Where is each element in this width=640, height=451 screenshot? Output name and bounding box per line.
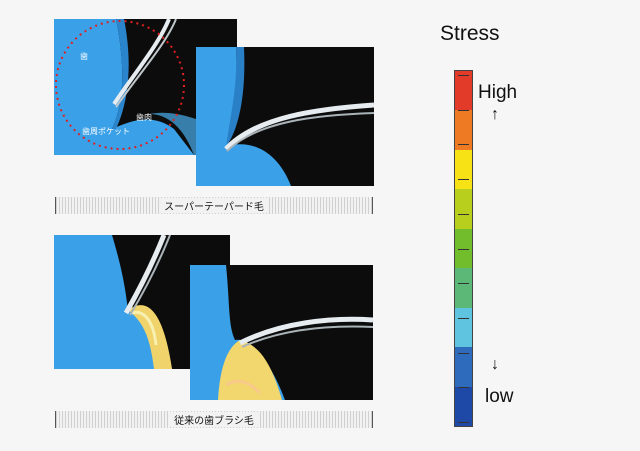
stress-scale-segment xyxy=(455,71,472,111)
conventional-caption-bar: 従来の歯ブラシ毛 xyxy=(55,411,373,428)
stress-scale-segment xyxy=(455,110,472,150)
super-tapered-caption-bar: スーパーテーパード毛 xyxy=(55,197,373,214)
conventional-caption: 従来の歯ブラシ毛 xyxy=(170,412,258,427)
stress-scale-tick xyxy=(458,179,469,181)
stress-scale-segment xyxy=(455,307,472,348)
stress-scale-segment xyxy=(455,228,472,269)
stress-scale-tick xyxy=(458,352,469,354)
stress-scale-tick xyxy=(458,248,469,250)
stress-scale-segment xyxy=(455,386,472,426)
high-label: High xyxy=(478,82,518,103)
tooth-label: 歯 xyxy=(80,52,88,61)
stress-scale-segment xyxy=(455,347,472,387)
low-label: low xyxy=(485,386,514,407)
super-tapered-wide-image xyxy=(196,47,374,186)
up-arrow-icon: ↑ xyxy=(491,106,499,123)
stress-scale-tick xyxy=(458,144,469,146)
stress-color-scale xyxy=(454,70,473,427)
conventional-wide-image xyxy=(190,265,373,400)
stress-scale-tick xyxy=(458,75,469,76)
super-tapered-caption: スーパーテーパード毛 xyxy=(160,198,268,213)
stress-scale-tick xyxy=(458,422,469,423)
stress-scale-tick xyxy=(458,213,469,215)
periodontal-pocket-label: 歯周ポケット xyxy=(82,127,130,136)
stress-scale-tick xyxy=(458,109,469,111)
stress-scale-segment xyxy=(455,189,472,229)
stress-legend-title: Stress xyxy=(440,22,500,45)
stress-scale-tick xyxy=(458,283,469,285)
down-arrow-icon: ↓ xyxy=(491,356,499,373)
stress-scale-segment xyxy=(455,149,472,190)
gum-label: 歯肉 xyxy=(136,113,152,122)
stress-scale-segment xyxy=(455,268,472,308)
stress-scale-tick xyxy=(458,387,469,389)
stress-scale-tick xyxy=(458,317,469,319)
